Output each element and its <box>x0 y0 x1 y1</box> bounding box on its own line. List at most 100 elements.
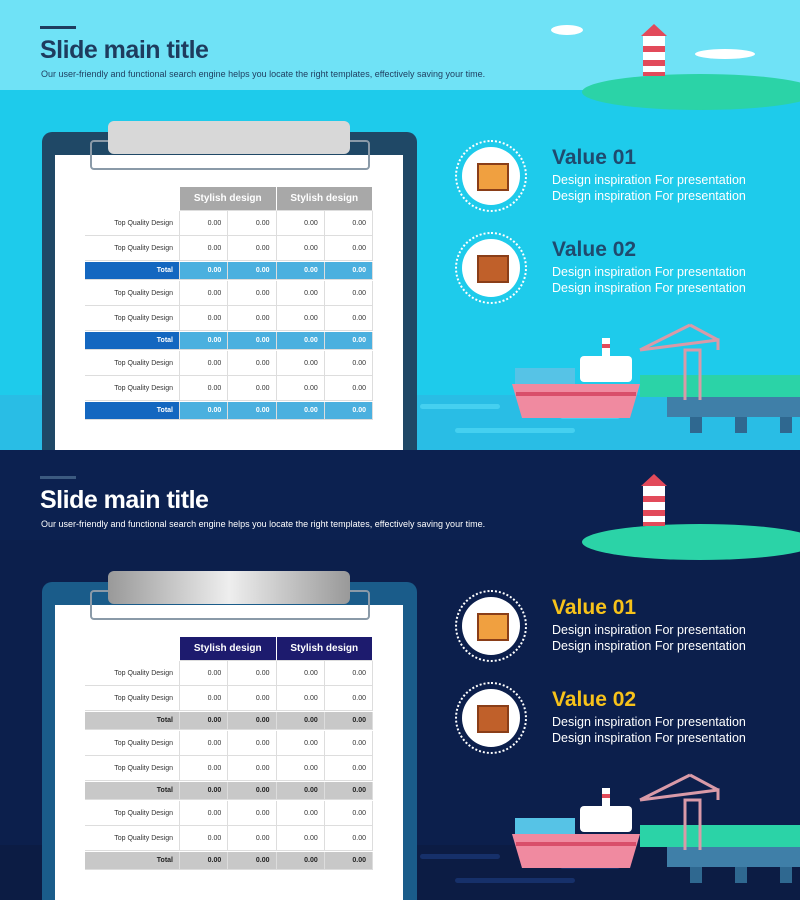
scenery <box>643 60 665 66</box>
value-text: Design inspiration For presentation <box>552 639 746 653</box>
icon-ring <box>455 140 527 212</box>
scenery <box>643 72 665 76</box>
total-cell: 0.00 <box>228 712 277 730</box>
shelf-icon <box>477 613 509 641</box>
scenery <box>780 867 792 883</box>
total-cell: 0.00 <box>228 852 277 870</box>
total-cell: 0.00 <box>324 332 373 350</box>
table-header: Stylish design <box>180 187 277 211</box>
table-cell: 0.00 <box>228 801 277 826</box>
table-cell: 0.00 <box>324 236 373 261</box>
scenery <box>735 867 747 883</box>
table-header-empty <box>85 637 180 661</box>
table-cell: 0.00 <box>324 281 373 306</box>
total-cell: 0.00 <box>276 712 325 730</box>
total-cell: 0.00 <box>324 782 373 800</box>
scenery <box>690 417 702 433</box>
total-cell: 0.00 <box>228 262 277 280</box>
scenery <box>690 867 702 883</box>
total-cell: 0.00 <box>228 332 277 350</box>
scenery <box>643 510 665 516</box>
scenery <box>641 474 667 486</box>
scenery <box>515 818 575 834</box>
clip <box>108 121 350 154</box>
table-cell: 0.00 <box>228 731 277 756</box>
table-cell: 0.00 <box>180 351 229 376</box>
total-cell: 0.00 <box>228 782 277 800</box>
row-label: Top Quality Design <box>85 281 180 306</box>
total-cell: 0.00 <box>324 402 373 420</box>
slide-title: Slide main title <box>40 486 209 514</box>
table-header: Stylish design <box>276 637 373 661</box>
scenery <box>643 486 665 526</box>
table-cell: 0.00 <box>180 211 229 236</box>
table-cell: 0.00 <box>180 236 229 261</box>
table-cell: 0.00 <box>324 731 373 756</box>
total-cell: 0.00 <box>324 262 373 280</box>
scenery <box>602 344 610 348</box>
total-cell: 0.00 <box>180 402 229 420</box>
total-cell: 0.00 <box>324 712 373 730</box>
value-title: Value 02 <box>552 238 637 261</box>
scenery <box>643 36 665 76</box>
total-cell: 0.00 <box>180 262 229 280</box>
row-label: Top Quality Design <box>85 801 180 826</box>
scenery <box>551 25 583 35</box>
title-bar <box>40 26 76 29</box>
table-cell: 0.00 <box>228 376 277 401</box>
table-cell: 0.00 <box>180 281 229 306</box>
total-label: Total <box>85 332 180 350</box>
total-cell: 0.00 <box>324 852 373 870</box>
value-text: Design inspiration For presentation <box>552 189 746 203</box>
row-label: Top Quality Design <box>85 686 180 711</box>
table-cell: 0.00 <box>276 236 325 261</box>
value-text: Design inspiration For presentation <box>552 281 746 295</box>
row-label: Top Quality Design <box>85 376 180 401</box>
row-label: Top Quality Design <box>85 756 180 781</box>
table-cell: 0.00 <box>324 376 373 401</box>
table-cell: 0.00 <box>276 686 325 711</box>
total-cell: 0.00 <box>276 262 325 280</box>
table-cell: 0.00 <box>180 826 229 851</box>
crate-icon <box>477 705 509 733</box>
scenery <box>582 524 800 560</box>
table-cell: 0.00 <box>324 306 373 331</box>
table-cell: 0.00 <box>228 661 277 686</box>
value-text: Design inspiration For presentation <box>552 173 746 187</box>
value-text: Design inspiration For presentation <box>552 715 746 729</box>
total-cell: 0.00 <box>180 782 229 800</box>
slide-subtitle: Our user-friendly and functional search … <box>41 519 486 529</box>
table-cell: 0.00 <box>324 756 373 781</box>
crate-icon <box>477 255 509 283</box>
title-bar <box>40 476 76 479</box>
table-cell: 0.00 <box>324 351 373 376</box>
table-cell: 0.00 <box>276 281 325 306</box>
scenery <box>695 49 755 59</box>
table-cell: 0.00 <box>228 211 277 236</box>
table-cell: 0.00 <box>276 351 325 376</box>
total-cell: 0.00 <box>276 332 325 350</box>
row-label: Top Quality Design <box>85 351 180 376</box>
slide: Slide main title Our user-friendly and fu… <box>0 450 800 900</box>
scenery <box>420 404 500 409</box>
table-cell: 0.00 <box>276 211 325 236</box>
scenery <box>640 375 800 397</box>
table-cell: 0.00 <box>276 661 325 686</box>
scenery <box>643 496 665 502</box>
slide-subtitle: Our user-friendly and functional search … <box>41 69 486 79</box>
table-cell: 0.00 <box>228 351 277 376</box>
row-label: Top Quality Design <box>85 211 180 236</box>
scenery <box>512 384 640 418</box>
clip <box>108 571 350 604</box>
table-cell: 0.00 <box>180 376 229 401</box>
row-label: Top Quality Design <box>85 731 180 756</box>
scenery <box>516 842 636 846</box>
scenery <box>667 847 800 867</box>
table-header: Stylish design <box>276 187 373 211</box>
total-cell: 0.00 <box>276 402 325 420</box>
total-label: Total <box>85 262 180 280</box>
shelf-icon <box>477 163 509 191</box>
table-cell: 0.00 <box>228 236 277 261</box>
total-label: Total <box>85 852 180 870</box>
